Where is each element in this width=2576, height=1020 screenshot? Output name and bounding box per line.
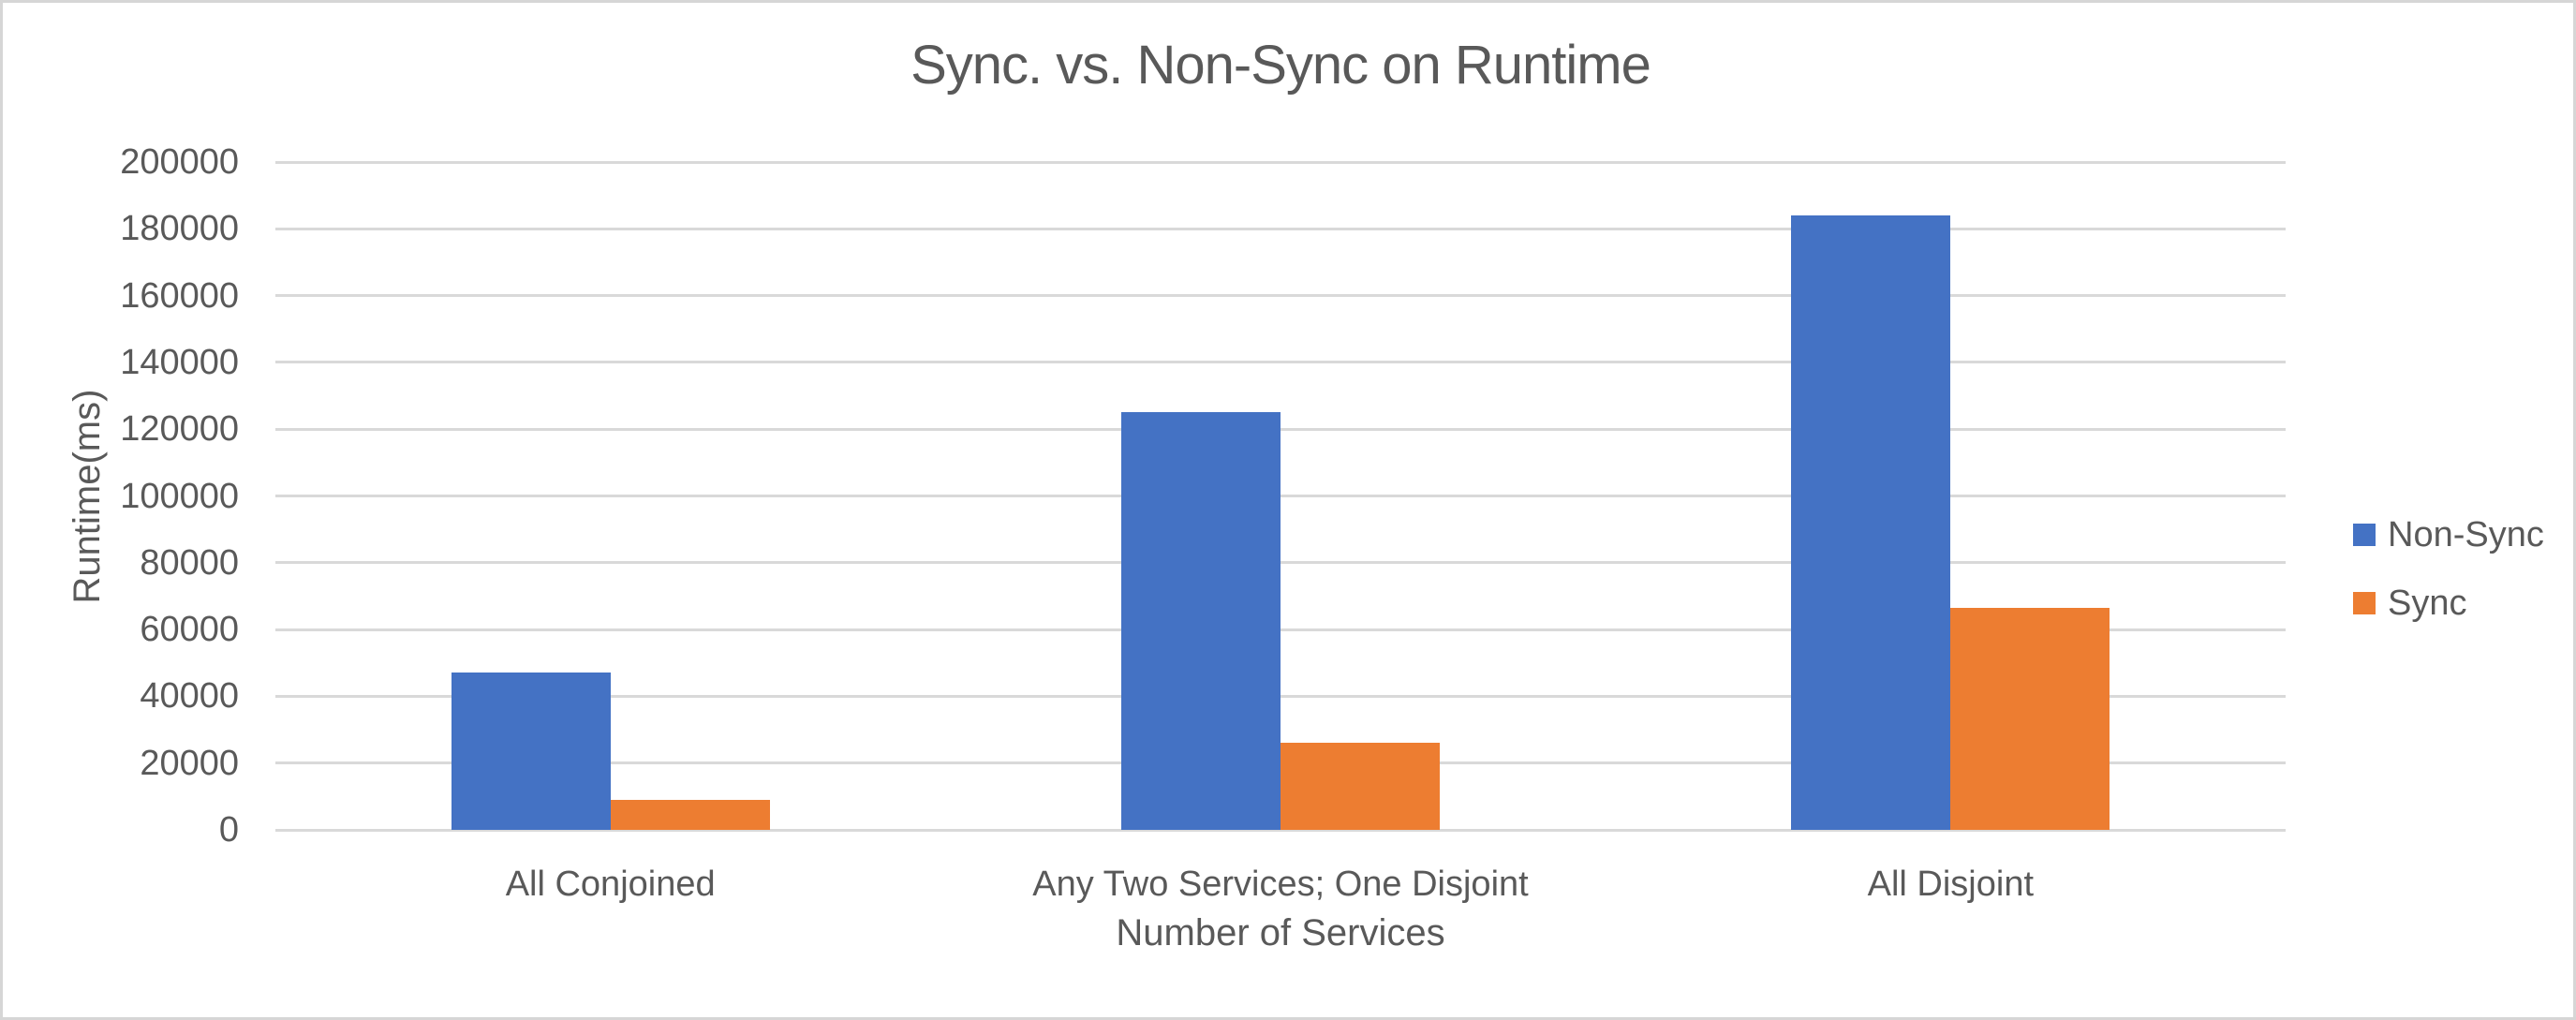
gridline-60000	[275, 628, 2286, 631]
gridline-80000	[275, 561, 2286, 565]
y-tick-label-180000: 180000	[120, 209, 239, 249]
bar-non-sync-any-two-services-one-disjoint	[1121, 412, 1281, 830]
y-tick-label-80000: 80000	[140, 542, 239, 583]
x-category-label-all-conjoined: All Conjoined	[505, 865, 716, 904]
legend-swatch-sync	[2353, 592, 2376, 614]
bar-non-sync-all-conjoined	[451, 673, 611, 830]
y-tick-label-200000: 200000	[120, 142, 239, 182]
y-tick-label-20000: 20000	[140, 743, 239, 783]
plot-area	[275, 160, 2286, 832]
y-tick-label-160000: 160000	[120, 275, 239, 316]
gridline-160000	[275, 294, 2286, 298]
legend: Non-Sync Sync	[2353, 515, 2544, 660]
legend-label-non-sync: Non-Sync	[2388, 515, 2544, 554]
legend-label-sync: Sync	[2388, 584, 2467, 623]
y-tick-label-0: 0	[218, 810, 239, 850]
legend-swatch-non-sync	[2353, 524, 2376, 546]
y-tick-label-100000: 100000	[120, 476, 239, 516]
chart-title: Sync. vs. Non-Sync on Runtime	[910, 35, 1651, 96]
bar-sync-any-two-services-one-disjoint	[1281, 743, 1440, 830]
y-tick-label-120000: 120000	[120, 409, 239, 450]
gridline-120000	[275, 427, 2286, 431]
y-tick-label-140000: 140000	[120, 342, 239, 382]
x-category-label-all-disjoint: All Disjoint	[1867, 865, 2035, 904]
y-tick-label-40000: 40000	[140, 676, 239, 717]
gridline-100000	[275, 495, 2286, 497]
bar-sync-all-conjoined	[610, 799, 770, 830]
x-axis-title: Number of Services	[1116, 912, 1445, 953]
bar-sync-all-disjoint	[1950, 607, 2110, 830]
gridline-140000	[275, 361, 2286, 364]
x-category-label-any-two-services-one-disjoint: Any Two Services; One Disjoint	[1032, 865, 1529, 904]
legend-item-non-sync: Non-Sync	[2353, 515, 2544, 554]
gridline-40000	[275, 694, 2286, 698]
gridline-200000	[275, 160, 2286, 164]
bar-non-sync-all-disjoint	[1791, 215, 1951, 830]
gridline-180000	[275, 227, 2286, 230]
gridline-0	[275, 828, 2286, 832]
y-tick-label-60000: 60000	[140, 610, 239, 650]
legend-item-sync: Sync	[2353, 584, 2544, 623]
